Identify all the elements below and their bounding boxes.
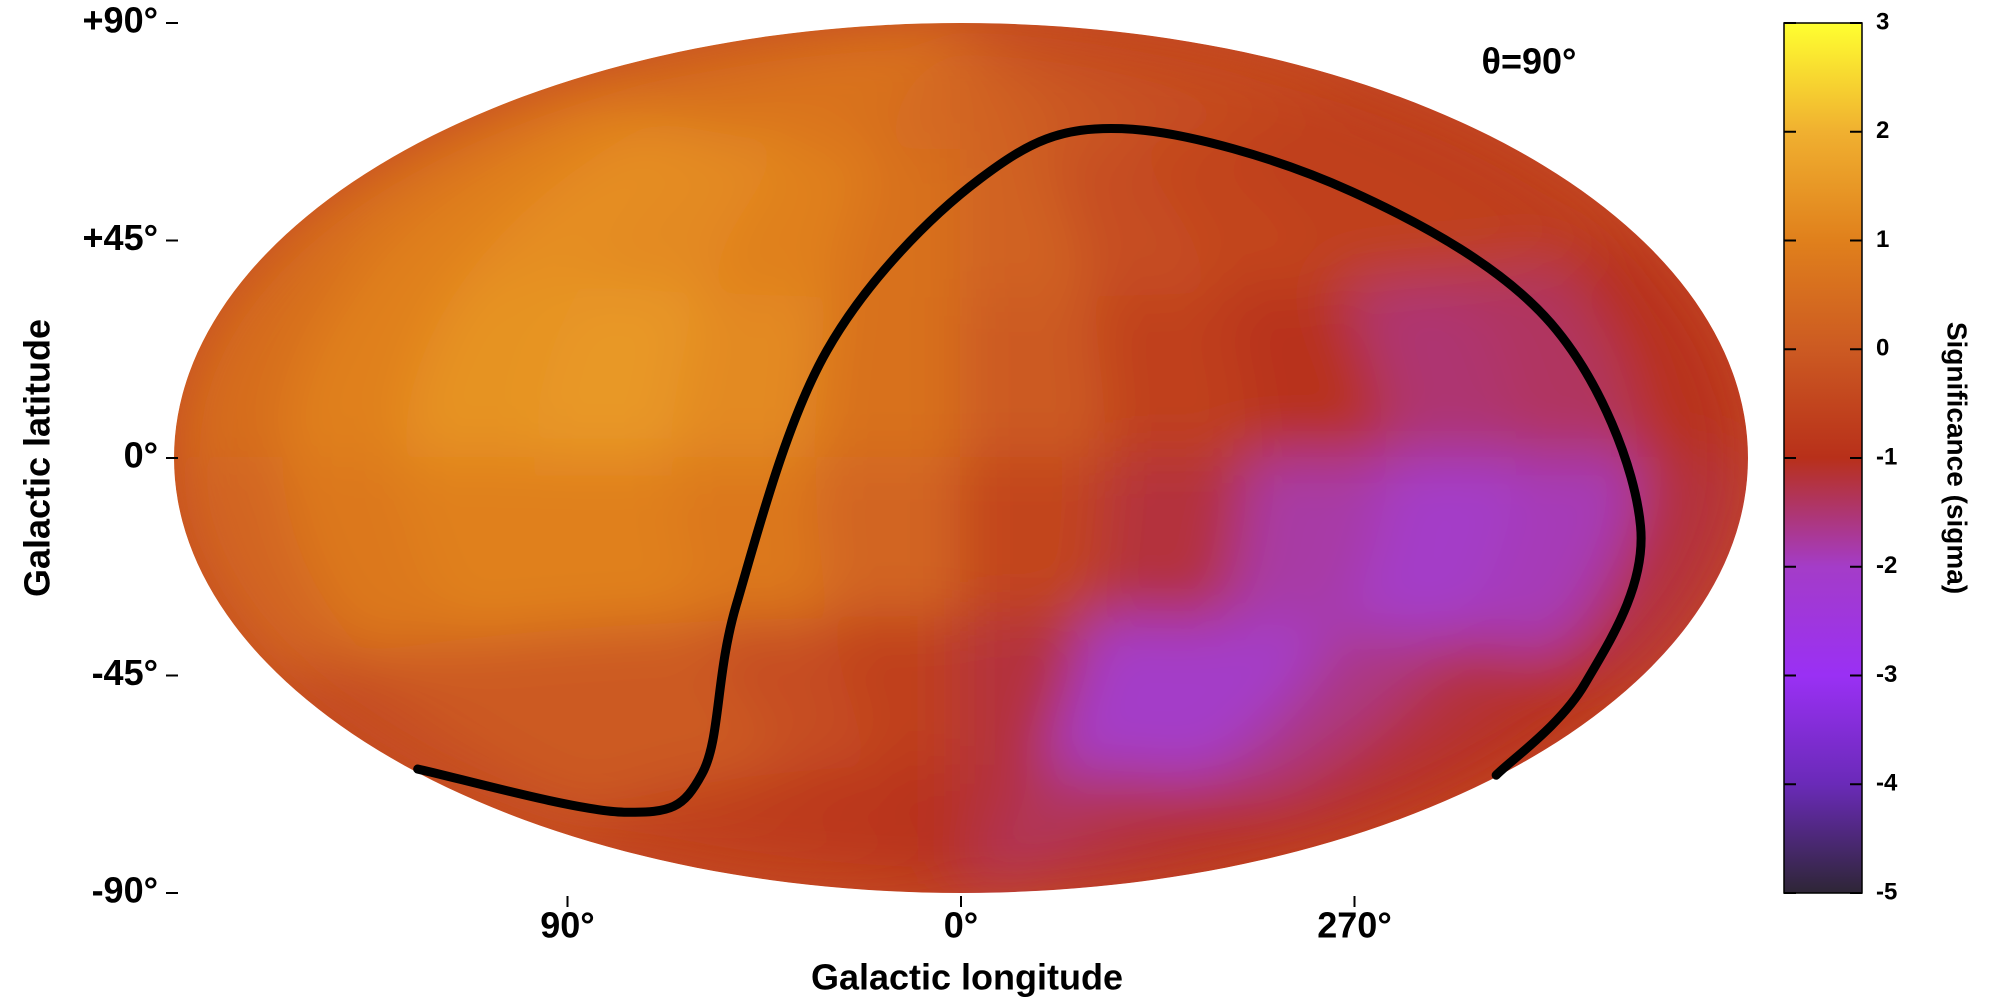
colorbar-tick-label: 0 [1876, 335, 1889, 362]
colorbar-tick-label: -3 [1876, 661, 1897, 688]
sky-map [174, 23, 1748, 893]
y-tick-label: +45° [83, 217, 158, 258]
boundary-curve [413, 123, 1646, 817]
colorbar-tick-label: 3 [1876, 8, 1889, 35]
heatmap-cell [960, 457, 1108, 620]
heatmap-cell [960, 296, 1108, 459]
heatmap-cell [1090, 292, 1251, 459]
colorbar-tick-label: -4 [1876, 770, 1898, 797]
colorbar-tick-label: 2 [1876, 117, 1889, 144]
x-axis-label: Galactic longitude [811, 957, 1123, 998]
heatmap-cell [1090, 457, 1251, 624]
y-tick-label: -90° [92, 870, 158, 911]
chart-title: θ=90° [1482, 41, 1577, 82]
x-tick-label: 270° [1317, 905, 1391, 946]
x-tick-label: 0° [944, 905, 978, 946]
heatmap-cell [671, 292, 832, 459]
y-tick-label: +90° [83, 0, 158, 41]
colorbar-tick-label: -5 [1876, 878, 1897, 905]
x-tick-label: 90° [540, 905, 594, 946]
y-tick-label: -45° [92, 652, 158, 693]
colorbar-label: Significance (sigma) [1942, 322, 1973, 594]
heatmap-cell [814, 296, 962, 459]
colorbar-tick-label: 1 [1876, 226, 1889, 253]
colorbar-tick-label: -1 [1876, 443, 1897, 470]
colorbar [1783, 22, 1863, 894]
y-axis-label: Galactic latitude [17, 319, 58, 597]
y-tick-label: 0° [124, 435, 158, 476]
heatmap-cell [814, 457, 962, 620]
colorbar-tick-label: -2 [1876, 552, 1897, 579]
heatmap [174, 23, 1748, 893]
